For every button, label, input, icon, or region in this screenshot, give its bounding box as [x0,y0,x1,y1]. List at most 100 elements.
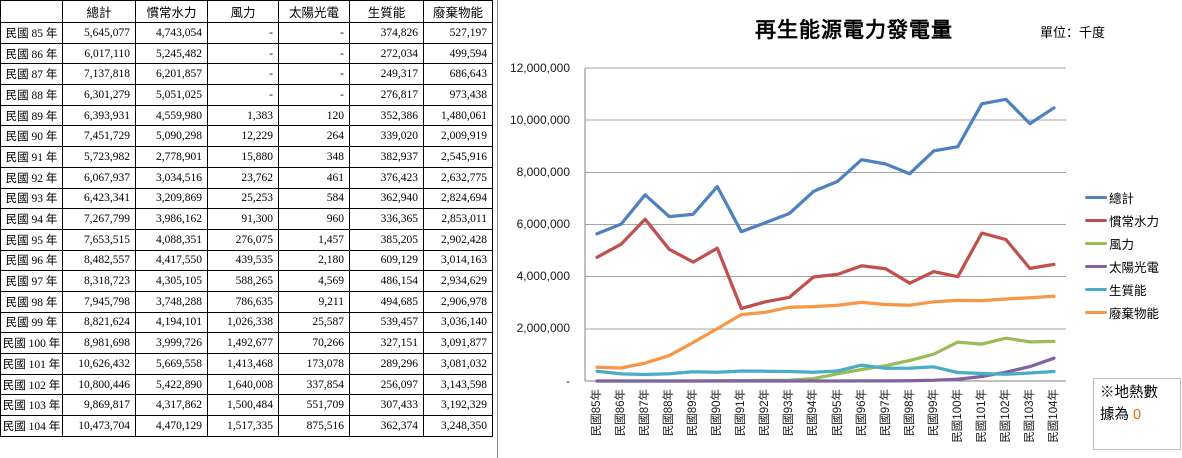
year-cell[interactable]: 民國 87 年 [0,63,63,86]
column-header-cell[interactable]: 太陽光電 [278,0,350,23]
value-cell[interactable]: 686,643 [423,63,493,86]
year-cell[interactable]: 民國 96 年 [0,249,63,272]
value-cell[interactable]: 25,587 [278,311,350,334]
value-cell[interactable]: 12,229 [207,125,279,148]
value-cell[interactable]: 6,301,279 [62,84,136,106]
value-cell[interactable]: 10,473,704 [62,415,136,437]
value-cell[interactable]: 551,709 [278,394,350,417]
column-header-cell[interactable] [0,0,63,23]
value-cell[interactable]: 539,457 [349,311,424,334]
value-cell[interactable]: 5,645,077 [62,22,136,44]
year-cell[interactable]: 民國 94 年 [0,208,63,230]
value-cell[interactable]: 2,778,901 [135,146,208,168]
value-cell[interactable]: - [207,42,279,65]
chart-panel[interactable]: 再生能源電力發電量 單位：千度 12,000,000 10,000,000 8,00… [492,0,1182,458]
value-cell[interactable]: 960 [278,208,350,230]
value-cell[interactable]: 249,317 [349,63,424,86]
value-cell[interactable]: 3,192,329 [423,394,493,417]
value-cell[interactable]: 3,999,726 [135,332,208,354]
value-cell[interactable]: 7,653,515 [62,228,136,251]
value-cell[interactable]: 120 [278,104,350,127]
value-cell[interactable]: 23,762 [207,166,279,189]
value-cell[interactable]: 973,438 [423,84,493,106]
value-cell[interactable]: 276,817 [349,84,424,106]
value-cell[interactable]: 9,869,817 [62,394,136,417]
value-cell[interactable]: 327,151 [349,332,424,354]
value-cell[interactable]: 348 [278,146,350,168]
value-cell[interactable]: 374,826 [349,22,424,44]
value-cell[interactable]: 4,088,351 [135,228,208,251]
value-cell[interactable]: 15,880 [207,146,279,168]
value-cell[interactable]: 2,180 [278,249,350,272]
column-header-cell[interactable]: 總計 [62,0,136,23]
column-header-cell[interactable]: 生質能 [349,0,424,23]
value-cell[interactable]: 5,669,558 [135,353,208,375]
value-cell[interactable]: 2,824,694 [423,187,493,210]
value-cell[interactable]: 8,821,624 [62,311,136,334]
value-cell[interactable]: 2,853,011 [423,208,493,230]
value-cell[interactable]: 4,470,129 [135,415,208,437]
value-cell[interactable]: 2,545,916 [423,146,493,168]
value-cell[interactable]: - [207,22,279,44]
year-cell[interactable]: 民國 99 年 [0,311,63,334]
value-cell[interactable]: 173,078 [278,353,350,375]
value-cell[interactable]: 527,197 [423,22,493,44]
value-cell[interactable]: 584 [278,187,350,210]
value-cell[interactable]: 486,154 [349,270,424,292]
value-cell[interactable]: 337,854 [278,373,350,396]
value-cell[interactable]: 6,423,341 [62,187,136,210]
value-cell[interactable]: 1,517,335 [207,415,279,437]
value-cell[interactable]: 609,129 [349,249,424,272]
value-cell[interactable]: 5,090,298 [135,125,208,148]
year-cell[interactable]: 民國 89 年 [0,104,63,127]
year-cell[interactable]: 民國 92 年 [0,166,63,189]
legend-item[interactable]: 太陽光電 [1085,255,1159,278]
value-cell[interactable]: 2,934,629 [423,270,493,292]
column-header-cell[interactable]: 廢棄物能 [423,0,493,23]
value-cell[interactable]: 256,097 [349,373,424,396]
value-cell[interactable]: 25,253 [207,187,279,210]
value-cell[interactable]: 9,211 [278,290,350,313]
legend-item[interactable]: 總計 [1085,186,1159,209]
value-cell[interactable]: 4,194,101 [135,311,208,334]
value-cell[interactable]: 494,685 [349,290,424,313]
value-cell[interactable]: 376,423 [349,166,424,189]
value-cell[interactable]: 6,393,931 [62,104,136,127]
value-cell[interactable]: 1,457 [278,228,350,251]
value-cell[interactable]: 1,026,338 [207,311,279,334]
year-cell[interactable]: 民國 93 年 [0,187,63,210]
value-cell[interactable]: 1,640,008 [207,373,279,396]
value-cell[interactable]: 1,492,677 [207,332,279,354]
value-cell[interactable]: 70,266 [278,332,350,354]
value-cell[interactable]: 4,305,105 [135,270,208,292]
value-cell[interactable]: 5,245,482 [135,42,208,65]
value-cell[interactable]: 352,386 [349,104,424,127]
column-header-cell[interactable]: 風力 [207,0,279,23]
value-cell[interactable]: - [278,22,350,44]
year-cell[interactable]: 民國 91 年 [0,146,63,168]
value-cell[interactable]: 339,020 [349,125,424,148]
value-cell[interactable]: - [207,84,279,106]
legend-item[interactable]: 廢棄物能 [1085,301,1159,324]
value-cell[interactable]: 4,569 [278,270,350,292]
value-cell[interactable]: 264 [278,125,350,148]
value-cell[interactable]: 875,516 [278,415,350,437]
value-cell[interactable]: 1,480,061 [423,104,493,127]
value-cell[interactable]: 362,940 [349,187,424,210]
value-cell[interactable]: 4,417,550 [135,249,208,272]
year-cell[interactable]: 民國 88 年 [0,84,63,106]
year-cell[interactable]: 民國 95 年 [0,228,63,251]
value-cell[interactable]: 4,559,980 [135,104,208,127]
value-cell[interactable]: 7,267,799 [62,208,136,230]
value-cell[interactable]: 3,034,516 [135,166,208,189]
value-cell[interactable]: 6,017,110 [62,42,136,65]
value-cell[interactable]: 1,500,484 [207,394,279,417]
value-cell[interactable]: 3,748,288 [135,290,208,313]
value-cell[interactable]: 5,723,982 [62,146,136,168]
value-cell[interactable]: 272,034 [349,42,424,65]
value-cell[interactable]: - [278,42,350,65]
value-cell[interactable]: 382,937 [349,146,424,168]
column-header-cell[interactable]: 慣常水力 [135,0,208,23]
value-cell[interactable]: 3,091,877 [423,332,493,354]
value-cell[interactable]: - [278,84,350,106]
